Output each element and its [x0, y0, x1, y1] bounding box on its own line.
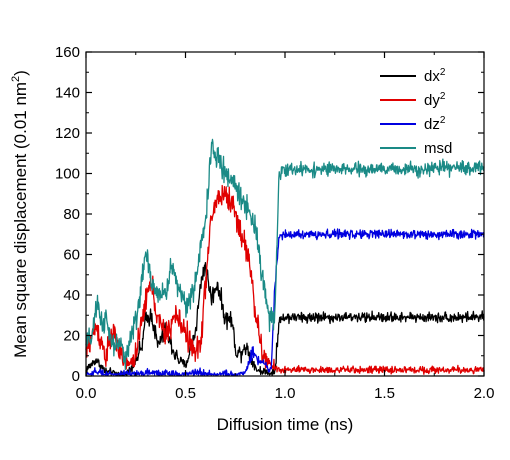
y-tick-label: 140: [55, 85, 80, 102]
x-tick-label: 2.0: [474, 385, 495, 402]
y-tick-label: 160: [55, 44, 80, 61]
series-line-dx: [85, 262, 485, 377]
y-tick-label: 120: [55, 125, 80, 142]
y-tick-label: 80: [63, 206, 80, 223]
x-tick-label: 1.0: [275, 385, 296, 402]
series-line-dy: [85, 184, 485, 375]
y-axis-title-close: ): [11, 70, 30, 76]
series-line-dz: [85, 228, 485, 377]
y-tick-label: 20: [63, 328, 80, 345]
x-axis-title: Diffusion time (ns): [217, 415, 354, 434]
y-tick-label: 100: [55, 166, 80, 183]
legend-label-msd: msd: [424, 140, 452, 157]
x-tick-label: 1.5: [374, 385, 395, 402]
series-line-msd: [85, 138, 485, 370]
y-axis-title: Mean square displacement (0.01 nm2): [10, 70, 30, 358]
y-tick-label: 60: [63, 247, 80, 264]
y-tick-label: 0: [72, 368, 80, 385]
legend-label-dy: dy2: [424, 91, 446, 109]
x-tick-label: 0.5: [175, 385, 196, 402]
ticks-layer: 0.0 0.5 1.0 1.5 2.0 0 20 40 60 80 100 120 140 160: [55, 44, 494, 402]
legend-label-dz: dz2: [424, 115, 446, 133]
x-tick-label: 0.0: [76, 385, 97, 402]
legend: dx2 dy2 dz2 msd: [380, 67, 452, 157]
y-axis-title-sup: 2: [10, 76, 22, 82]
y-axis-title-main: Mean square displacement (0.01 nm: [11, 82, 30, 358]
y-tick-label: 40: [63, 287, 80, 304]
legend-label-dx: dx2: [424, 67, 446, 85]
series-layer: [85, 138, 485, 377]
